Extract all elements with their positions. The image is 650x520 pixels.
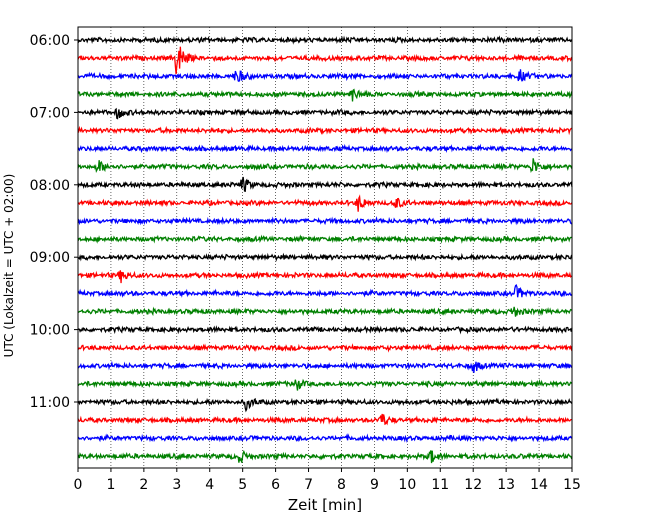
x-tick-label: 3 [172,477,181,493]
seismic-trace [77,158,573,174]
x-tick-label: 13 [497,477,515,493]
x-tick-label: 14 [530,477,548,493]
y-tick-label: 09:00 [30,250,70,266]
seismic-trace [77,413,573,426]
x-tick-label: 5 [238,477,247,493]
x-tick-label: 1 [106,477,115,493]
seismic-trace [77,397,573,413]
y-axis-label: UTC (Lokalzeit = UTC + 02:00) [2,174,16,358]
x-tick-label: 2 [139,477,148,493]
y-tick-label: 10:00 [30,323,70,339]
x-tick-label: 8 [337,477,346,493]
y-tick-label: 06:00 [30,33,70,49]
plot-frame [77,26,573,469]
seismic-trace [77,125,573,136]
y-axis: 06:00 07:00 08:00 09:00 10:00 11:00 [30,33,78,411]
x-tick-label: 6 [271,477,280,493]
seismic-trace [77,176,573,193]
x-tick-label: 11 [431,477,449,493]
seismic-trace [77,215,573,226]
x-axis: 0 1 2 3 4 5 6 7 8 9 10 11 12 13 14 15 [74,468,581,493]
seismic-trace [77,252,573,262]
seismic-trace [77,194,573,212]
seismic-trace [77,143,573,154]
x-tick-label: 7 [304,477,313,493]
x-tick-label: 10 [398,477,416,493]
seismic-trace [77,449,573,464]
seismic-trace [77,234,573,244]
seismic-trace [77,325,573,335]
seismic-trace [77,35,573,45]
seismic-trace [77,378,573,391]
x-tick-label: 0 [74,477,83,493]
x-axis-label: Zeit [min] [288,496,362,514]
seismic-trace [77,46,573,75]
x-tick-label: 12 [464,477,482,493]
y-tick-label: 08:00 [30,178,70,194]
seismic-trace [77,107,573,120]
seismic-trace [77,360,573,373]
y-tick-label: 11:00 [30,395,70,411]
seismic-trace [77,343,573,353]
seismic-trace [77,270,573,284]
x-tick-label: 4 [205,477,214,493]
y-tick-label: 07:00 [30,105,70,121]
seismic-trace [77,284,573,298]
seismic-trace [77,433,573,443]
x-tick-label: 9 [370,477,379,493]
trace-group [77,35,573,464]
x-tick-label: 15 [563,477,581,493]
seismic-trace [77,69,573,83]
seismic-trace [77,306,573,317]
seismic-trace [77,88,573,102]
